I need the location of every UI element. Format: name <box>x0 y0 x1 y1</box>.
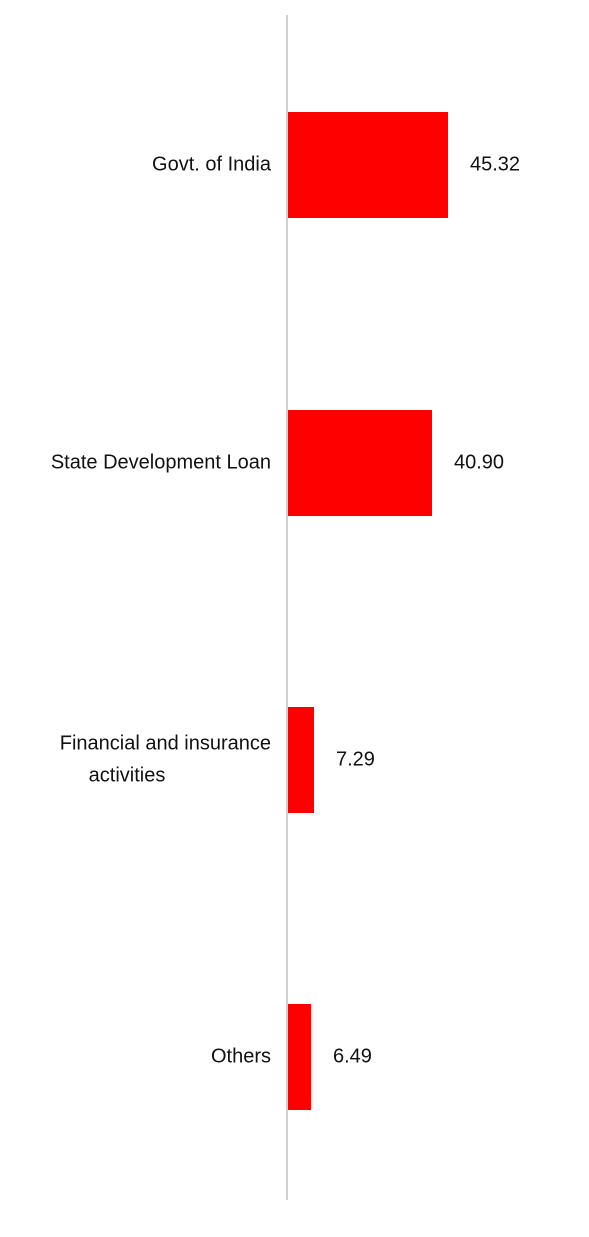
value-label-3: 6.49 <box>333 1045 372 1067</box>
bar-0 <box>288 112 448 218</box>
bars-layer <box>288 112 448 1110</box>
value-labels: 45.32 40.90 7.29 6.49 <box>333 153 520 1067</box>
category-label-1: State Development Loan <box>51 451 271 473</box>
value-label-1: 40.90 <box>454 451 504 473</box>
category-label-0-line-0: Govt. of India <box>152 153 272 175</box>
value-label-2: 7.29 <box>336 748 375 770</box>
bar-3 <box>288 1004 311 1110</box>
bar-1 <box>288 410 432 516</box>
category-label-2-line-0: Financial and insurance <box>60 732 271 754</box>
category-label-2: Financial and insurance activities <box>60 732 271 786</box>
category-labels: Govt. of India State Development Loan Fina… <box>51 153 272 1067</box>
category-label-3: Others <box>211 1045 271 1067</box>
value-label-0: 45.32 <box>470 153 520 175</box>
category-label-1-line-0: State Development Loan <box>51 451 271 473</box>
category-label-2-line-1: activities <box>89 764 166 786</box>
bar-2 <box>288 707 314 813</box>
category-label-0: Govt. of India <box>152 153 272 175</box>
category-label-3-line-0: Others <box>211 1045 271 1067</box>
